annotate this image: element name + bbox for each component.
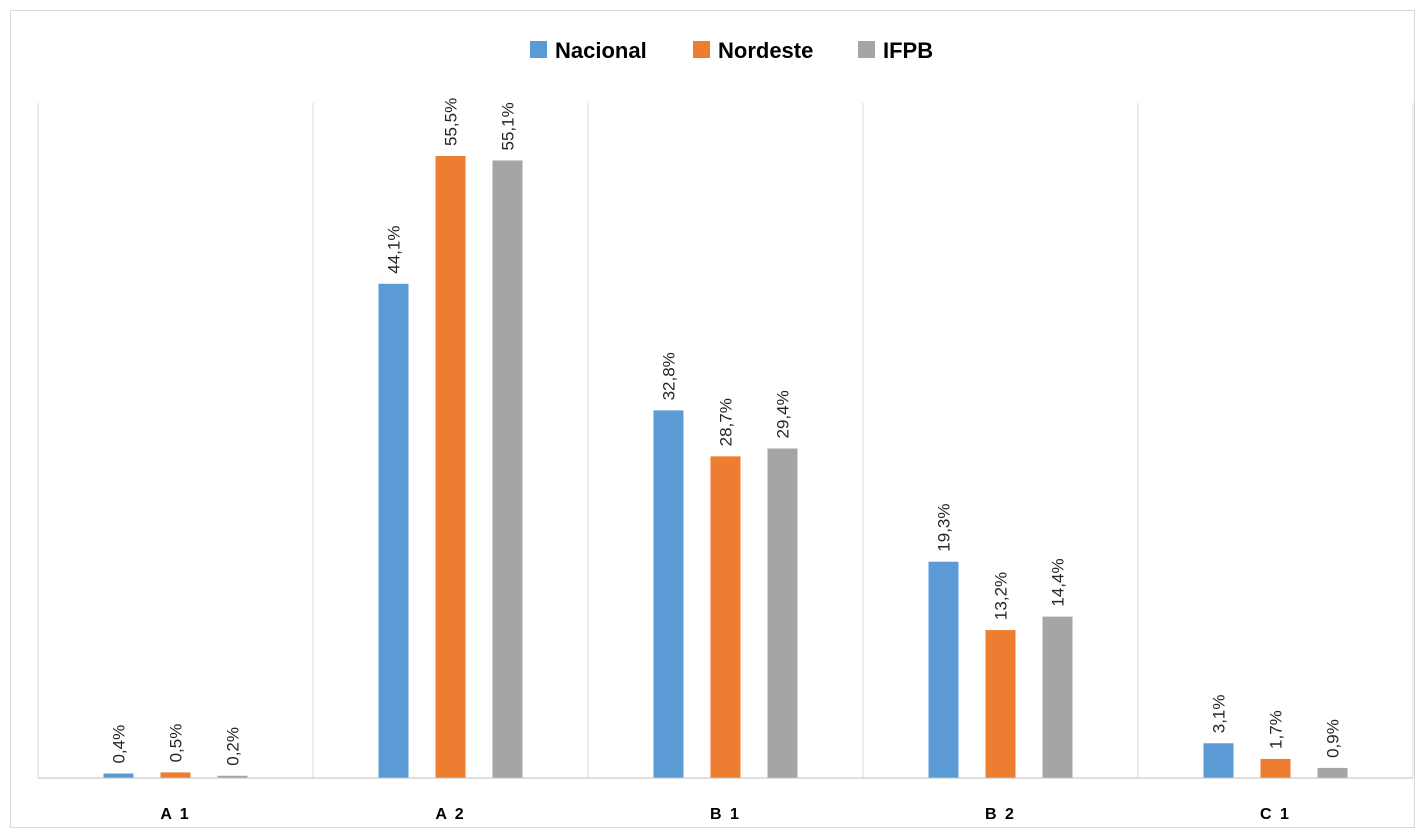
bar-nordeste-b2 xyxy=(985,630,1016,778)
bar-ifpb-a2 xyxy=(492,160,523,778)
data-labels-layer: 0,4% 0,5% 0,2% 44,1% 55,5% 55,1% 32,8% 28,7% 29,… xyxy=(110,98,1343,766)
grid-layer xyxy=(37,103,1414,778)
bar-ifpb-a1 xyxy=(217,775,248,778)
bar-nacional-a2 xyxy=(378,283,409,778)
category-label: B 2 xyxy=(985,806,1016,823)
category-label: C 1 xyxy=(1260,806,1291,823)
data-label: 14,4% xyxy=(1049,558,1068,606)
data-label: 0,9% xyxy=(1324,719,1343,758)
data-label: 13,2% xyxy=(992,572,1011,620)
category-label: A 2 xyxy=(435,806,465,823)
data-label: 29,4% xyxy=(774,390,793,438)
legend: Nacional Nordeste IFPB xyxy=(530,38,933,63)
bar-nacional-a1 xyxy=(103,773,134,778)
legend-label-nordeste: Nordeste xyxy=(718,38,813,63)
legend-swatch-nordeste xyxy=(693,41,710,58)
bar-ifpb-b2 xyxy=(1042,616,1073,778)
bar-ifpb-b1 xyxy=(767,448,798,778)
bar-ifpb-c1 xyxy=(1317,767,1348,778)
category-label: A 1 xyxy=(160,806,190,823)
x-axis: A 1 A 2 B 1 B 2 C 1 xyxy=(38,777,1413,823)
bar-nordeste-c1 xyxy=(1260,758,1291,778)
bar-nacional-c1 xyxy=(1203,743,1234,778)
data-label: 55,5% xyxy=(442,98,461,146)
bar-nacional-b1 xyxy=(653,410,684,778)
data-label: 55,1% xyxy=(499,102,518,150)
data-label: 32,8% xyxy=(660,352,679,400)
bar-nordeste-a1 xyxy=(160,772,191,778)
bar-nordeste-a2 xyxy=(435,156,466,778)
legend-label-nacional: Nacional xyxy=(555,38,647,63)
data-label: 0,4% xyxy=(110,725,129,764)
legend-swatch-ifpb xyxy=(858,41,875,58)
bar-nacional-b2 xyxy=(928,561,959,778)
legend-swatch-nacional xyxy=(530,41,547,58)
data-label: 3,1% xyxy=(1210,695,1229,734)
data-label: 0,2% xyxy=(224,727,243,766)
bar-nordeste-b1 xyxy=(710,456,741,778)
data-label: 28,7% xyxy=(717,398,736,446)
bars-layer xyxy=(103,156,1348,778)
data-label: 19,3% xyxy=(935,503,954,551)
data-label: 1,7% xyxy=(1267,710,1286,749)
legend-label-ifpb: IFPB xyxy=(883,38,933,63)
data-label: 44,1% xyxy=(385,226,404,274)
data-label: 0,5% xyxy=(167,724,186,763)
category-label: B 1 xyxy=(710,806,741,823)
